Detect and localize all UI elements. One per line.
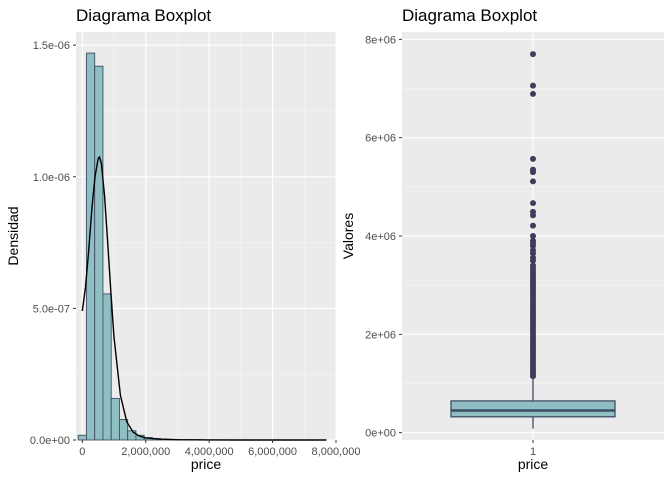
outlier-point <box>530 51 536 58</box>
histogram-bar <box>102 293 112 441</box>
density-curve-line <box>81 155 327 441</box>
outlier-point <box>530 155 536 162</box>
x-tick-label: 2,000,000 <box>121 446 170 458</box>
outlier-point <box>530 82 536 89</box>
x-tick-label: 4,000,000 <box>185 446 234 458</box>
y-tick-label: 4e+06 <box>365 231 396 243</box>
histogram-y-axis: 0.0e+00 5.0e-07 1.0e-06 1.5e-06 <box>30 40 76 447</box>
histogram-y-axis-title: Densidad <box>5 206 21 265</box>
histogram-gridlines <box>76 32 337 441</box>
x-tick-label: 1 <box>530 446 536 458</box>
histogram-bar <box>127 430 137 441</box>
x-tick-label: 6,000,000 <box>248 446 297 458</box>
histogram-bar <box>110 397 120 441</box>
y-tick-label: 1.0e-06 <box>33 172 70 184</box>
histogram-title: Diagrama Boxplot <box>76 6 211 25</box>
x-tick-label: 0 <box>79 446 85 458</box>
y-tick-label: 8e+06 <box>365 34 396 46</box>
boxplot-box <box>450 377 616 429</box>
boxplot-outliers <box>530 51 536 380</box>
outlier-point <box>530 250 536 257</box>
histogram-bar <box>86 52 96 441</box>
boxplot-x-axis: 1 <box>530 440 536 458</box>
histogram-bar <box>94 65 104 441</box>
outlier-point <box>530 242 536 249</box>
histogram-bars <box>77 52 326 441</box>
boxplot-y-axis-title: Valores <box>340 213 356 259</box>
y-tick-label: 5.0e-07 <box>33 303 70 315</box>
y-tick-label: 0.0e+00 <box>30 435 70 447</box>
histogram-bar <box>118 419 129 441</box>
outlier-point <box>530 233 536 239</box>
outlier-point <box>530 200 536 207</box>
boxplot-y-axis: 0e+00 2e+06 4e+06 6e+06 8e+06 <box>365 34 402 440</box>
iqr-box <box>450 400 616 418</box>
outlier-point <box>530 222 536 229</box>
histogram-x-axis-title: price <box>191 456 222 472</box>
outlier-point <box>530 178 536 185</box>
y-tick-label: 1.5e-06 <box>33 40 70 52</box>
y-tick-label: 0e+00 <box>365 428 396 440</box>
outlier-point <box>530 90 536 97</box>
y-tick-label: 6e+06 <box>365 133 396 145</box>
histogram-plot-panel <box>76 32 336 440</box>
boxplot-x-axis-title: price <box>518 456 549 472</box>
outlier-point <box>530 257 536 264</box>
outlier-point <box>530 373 536 380</box>
outlier-point <box>530 212 536 219</box>
outlier-point <box>530 169 536 176</box>
boxplot-title: Diagrama Boxplot <box>402 6 537 25</box>
histogram-x-axis: 0 2,000,000 4,000,000 6,000,000 8,000,000 <box>79 440 360 458</box>
x-tick-label: 8,000,000 <box>312 446 361 458</box>
histogram-bar <box>77 434 87 441</box>
histogram-density-curve <box>81 155 327 441</box>
y-tick-label: 2e+06 <box>365 329 396 341</box>
